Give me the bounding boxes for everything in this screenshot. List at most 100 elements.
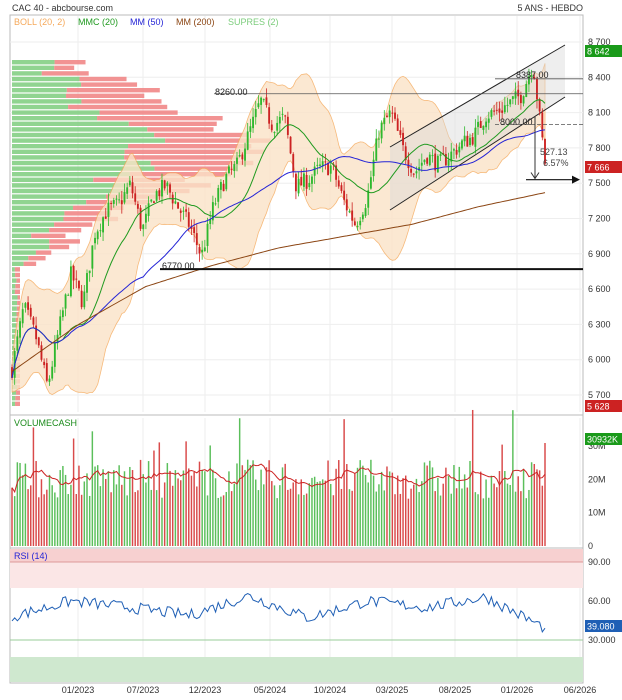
volume-profile-sell — [17, 300, 20, 306]
candle-body — [51, 366, 54, 379]
volume-profile-sell — [97, 116, 223, 121]
candle-body — [244, 148, 246, 161]
volume-profile-buy — [12, 396, 16, 401]
volume-profile-sell — [81, 99, 162, 104]
volume-profile-sell — [14, 289, 20, 294]
volume-profile-sell — [128, 121, 217, 126]
volume-bar — [147, 461, 150, 546]
volume-bar — [506, 483, 509, 546]
svg-text:8 642: 8 642 — [587, 47, 610, 57]
volume-bar — [479, 471, 482, 546]
candle-body — [40, 345, 43, 360]
volume-bar — [332, 495, 335, 546]
volume-bar — [268, 460, 270, 546]
volume-bar — [177, 478, 179, 546]
candle-body — [404, 146, 407, 161]
candle-body — [378, 138, 380, 140]
volume-bar — [538, 470, 541, 546]
candle-body — [174, 201, 177, 204]
candle-body — [348, 211, 351, 213]
candle-body — [72, 265, 75, 281]
last-price-badge: 7 666 — [585, 161, 622, 173]
candle-body — [423, 159, 426, 163]
candle-body — [104, 216, 107, 219]
volume-profile-buy — [12, 166, 155, 171]
volume-bar — [190, 475, 193, 546]
volume-bar — [359, 460, 361, 546]
volume-bar — [113, 470, 115, 546]
candle-body — [380, 122, 383, 139]
volume-profile-buy — [12, 250, 36, 255]
volume-profile-sell — [63, 216, 119, 222]
chart-period: 5 ANS - HEBDO — [517, 3, 583, 13]
candle-body — [394, 112, 396, 119]
volume-bar — [260, 469, 262, 546]
candle-body — [361, 214, 364, 220]
candle-body — [177, 202, 179, 209]
volume-bar — [86, 473, 88, 546]
volume-bar — [206, 495, 209, 546]
volume-bar — [279, 485, 281, 546]
candle-body — [367, 190, 370, 208]
volume-bar — [351, 490, 353, 546]
candle-body — [498, 108, 501, 113]
volume-bar — [533, 463, 536, 546]
candle-body — [268, 107, 271, 124]
volume-profile-buy — [12, 261, 24, 266]
volume-profile-buy — [12, 228, 50, 233]
candle-body — [386, 115, 388, 118]
price-tick-label: 6 000 — [588, 355, 611, 365]
volume-bar — [217, 497, 219, 546]
volume-bar — [509, 484, 511, 546]
candle-body — [187, 212, 190, 227]
volume-bar — [105, 478, 107, 546]
volume-bar — [51, 485, 53, 546]
candle-body — [485, 121, 488, 128]
candle-body — [444, 154, 447, 166]
candle-body — [536, 78, 538, 100]
volume-profile-buy — [12, 149, 125, 154]
volume-profile-buy — [12, 216, 64, 222]
candle-body — [321, 161, 324, 167]
volume-bar — [46, 489, 48, 546]
volume-title: VOLUMECASH — [14, 418, 77, 428]
volume-bar — [493, 483, 495, 546]
volume-profile-buy — [12, 334, 17, 339]
volume-profile-buy — [12, 144, 129, 149]
candle-body — [418, 167, 421, 171]
candle-body — [48, 378, 51, 382]
volume-profile-sell — [165, 138, 271, 143]
volume-profile-sell — [15, 272, 20, 278]
candle-body — [236, 157, 238, 164]
rsi-tick-label: 90.00 — [588, 557, 611, 567]
volume-profile-buy — [12, 222, 55, 227]
legend-supres: SUPRES (2) — [228, 17, 279, 27]
candle-body — [522, 96, 525, 104]
channel-lower-line — [389, 96, 566, 211]
volume-bar — [439, 495, 442, 546]
candle-body — [80, 290, 83, 308]
candle-body — [190, 225, 193, 229]
candle-body — [153, 201, 155, 203]
candle-body — [412, 173, 415, 175]
candle-body — [32, 317, 35, 325]
candle-body — [225, 173, 228, 190]
volume-bar — [340, 488, 343, 546]
x-tick-label: 03/2025 — [376, 685, 409, 695]
volume-profile-buy — [12, 183, 128, 188]
volume-bar — [319, 481, 321, 546]
candle-body — [246, 131, 249, 150]
volume-bar — [222, 495, 225, 546]
x-tick-label: 01/2026 — [501, 685, 534, 695]
volume-bar — [30, 485, 32, 546]
volume-bar — [40, 479, 43, 546]
volume-profile-buy — [12, 267, 15, 272]
candle-body — [327, 163, 329, 176]
volume-bar — [431, 467, 434, 546]
volume-bar — [94, 466, 96, 546]
volume-bar — [257, 490, 260, 546]
candle-body — [316, 164, 319, 166]
mmc20-line — [11, 99, 546, 378]
volume-bar — [139, 459, 142, 546]
volume-profile-buy — [12, 295, 18, 300]
